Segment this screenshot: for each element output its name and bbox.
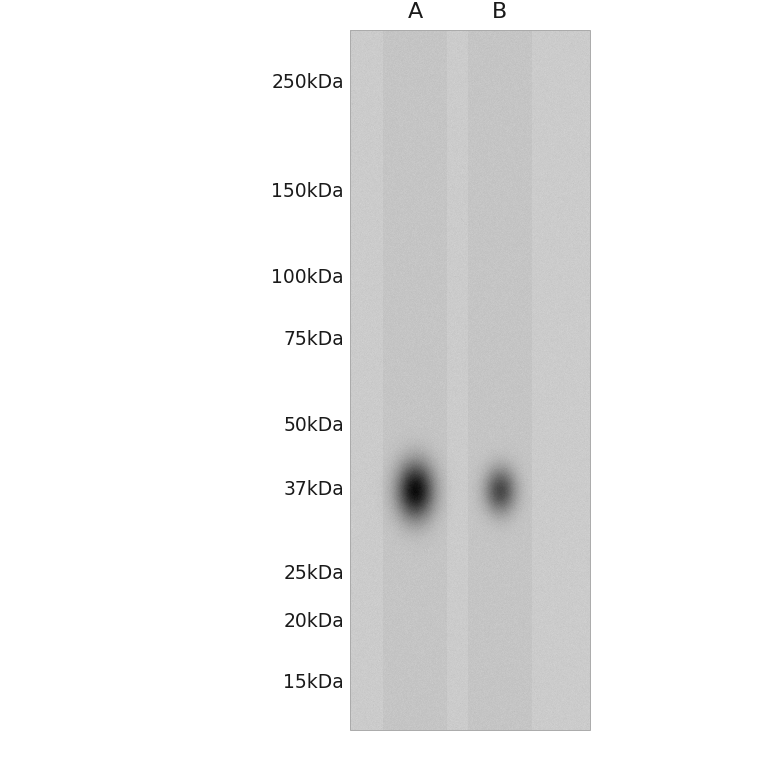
Text: 20kDa: 20kDa <box>283 612 344 630</box>
Text: 100kDa: 100kDa <box>271 268 344 287</box>
Text: 150kDa: 150kDa <box>271 182 344 201</box>
Text: A: A <box>407 2 422 22</box>
Text: 37kDa: 37kDa <box>283 481 344 500</box>
Text: B: B <box>492 2 507 22</box>
Text: 50kDa: 50kDa <box>283 416 344 435</box>
Text: 75kDa: 75kDa <box>283 330 344 349</box>
Bar <box>350 30 590 730</box>
Text: 250kDa: 250kDa <box>271 73 344 92</box>
Text: 15kDa: 15kDa <box>283 673 344 692</box>
Text: 25kDa: 25kDa <box>283 564 344 583</box>
